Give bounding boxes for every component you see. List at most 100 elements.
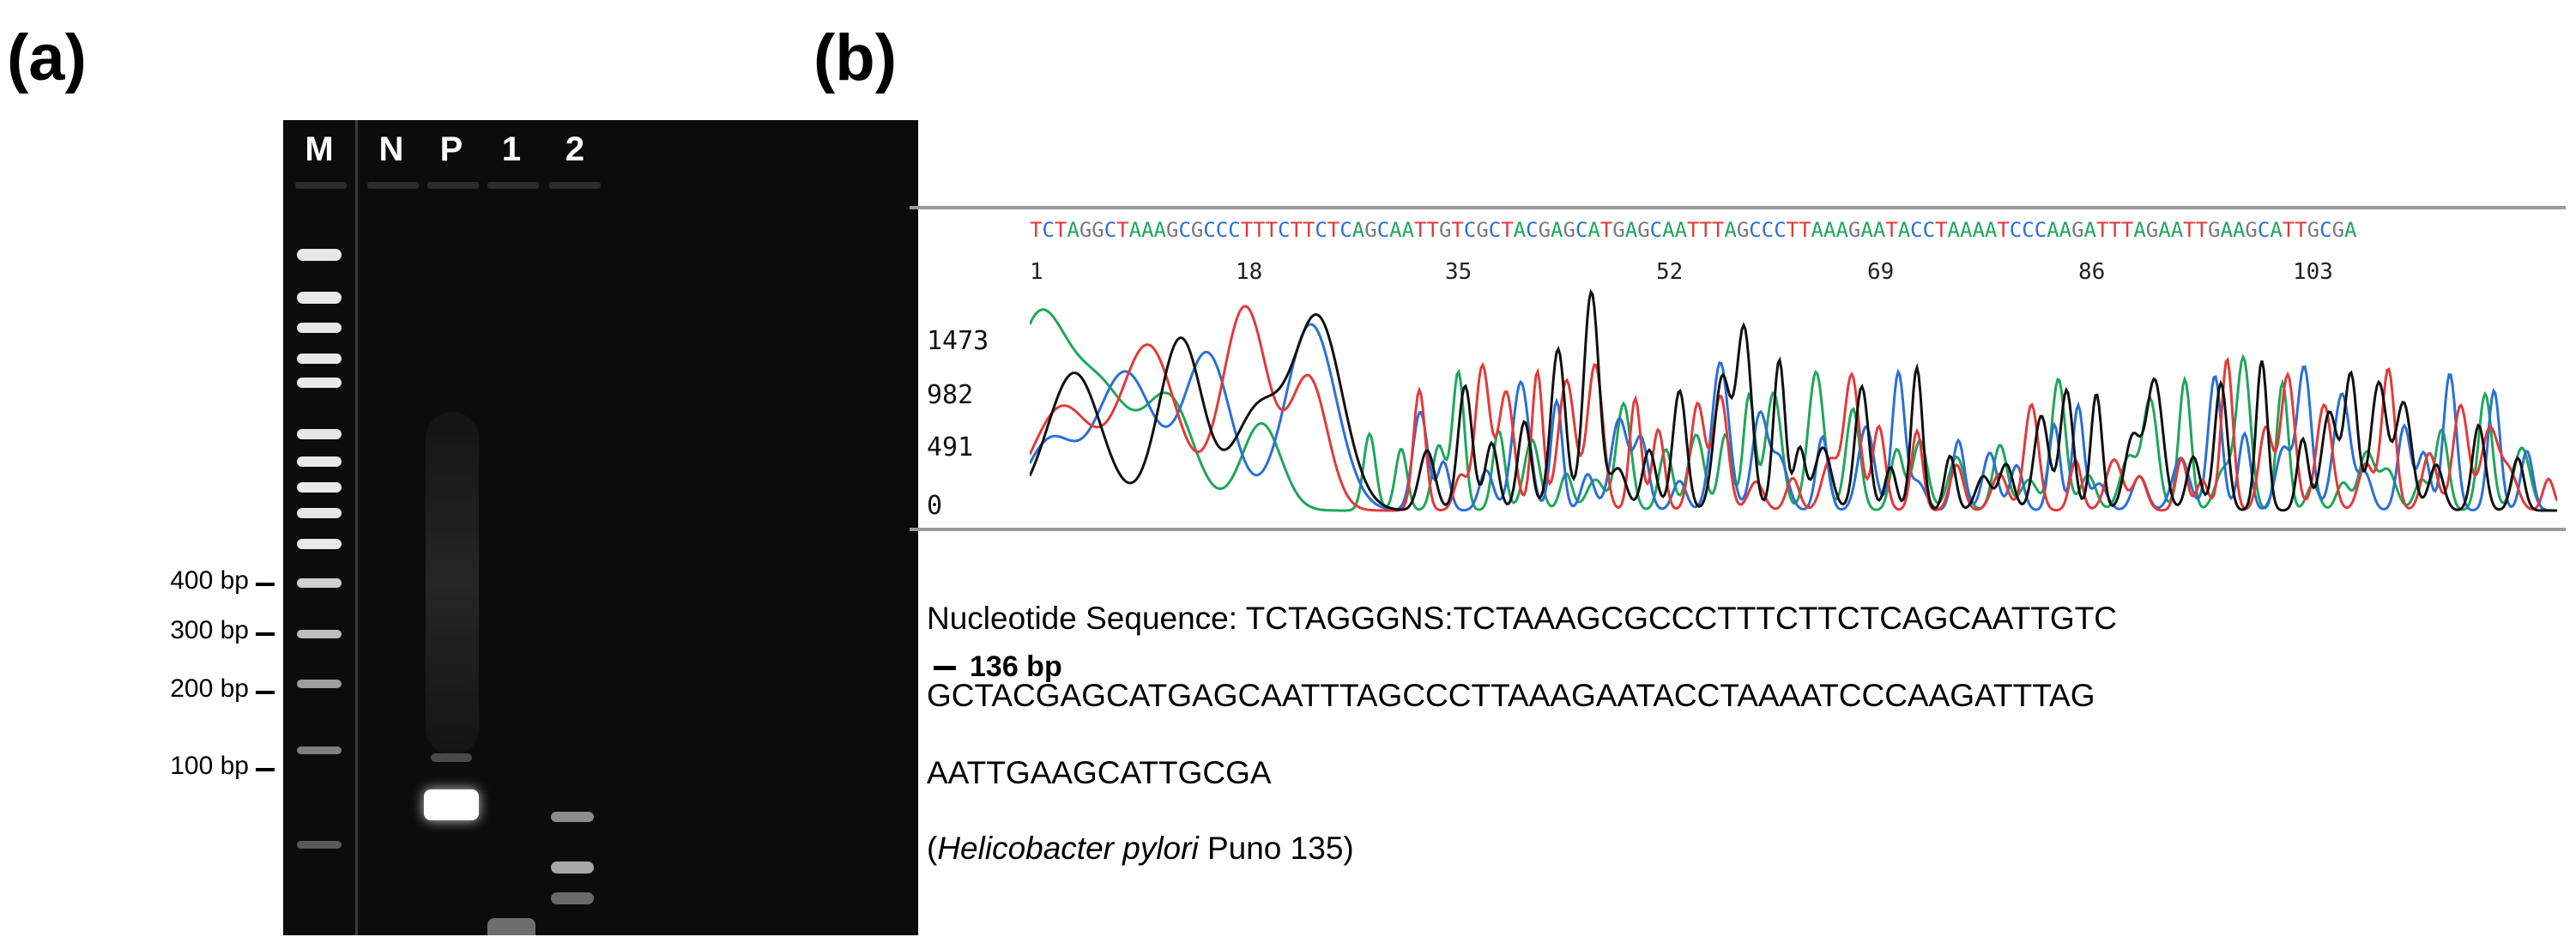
well-m	[295, 182, 347, 189]
base-call: A	[1067, 218, 1079, 242]
base-call: T	[1302, 218, 1315, 242]
base-call: T	[1253, 218, 1266, 242]
base-call: C	[1178, 218, 1191, 242]
base-call: A	[2047, 218, 2059, 242]
base-call: C	[1761, 218, 1775, 242]
base-call: G	[1538, 218, 1551, 242]
base-call: T	[2120, 218, 2134, 242]
position-35: 35	[1445, 259, 1472, 285]
base-call: T	[1687, 218, 1700, 242]
base-call: A	[1724, 218, 1737, 242]
gel-divider	[355, 120, 358, 935]
base-call: T	[1265, 218, 1279, 242]
base-call: C	[2009, 218, 2023, 242]
lane-p-smear	[426, 412, 479, 755]
y-tick-491: 491	[927, 432, 974, 462]
base-call: A	[2133, 218, 2146, 242]
well-p	[427, 182, 479, 189]
base-call: A	[1153, 218, 1166, 242]
base-call: T	[1240, 218, 1254, 242]
size-tick-100	[256, 768, 275, 771]
size-tick-300	[256, 632, 275, 636]
lane-2-band-lower	[551, 892, 594, 904]
base-call: T	[1599, 218, 1613, 242]
base-call: G	[2331, 218, 2345, 242]
base-call: T	[1997, 218, 2010, 242]
position-52: 52	[1656, 259, 1684, 285]
base-call: T	[1799, 218, 1811, 242]
product-size-label: 136 bp	[970, 650, 1062, 683]
well-1	[487, 182, 539, 189]
lane-p-product-band	[424, 789, 479, 820]
base-call: T	[1699, 218, 1712, 242]
sequence-line-2: GCTACGAGCATGAGCAATTTAGCCCTTAAAGAATACCTAA…	[927, 678, 2095, 713]
base-call: A	[1823, 218, 1836, 242]
base-call: A	[1984, 218, 1998, 242]
sequence-line-3: AATTGAAGCATTGCGA	[927, 755, 1272, 790]
base-call: A	[1141, 218, 1154, 242]
base-call: C	[1749, 218, 1762, 242]
base-call: C	[2022, 218, 2035, 242]
base-call: A	[1897, 218, 1911, 242]
position-69: 69	[1867, 259, 1895, 285]
lane-label-2: 2	[565, 130, 585, 168]
strain-caption: (Helicobacter pylori Puno 135)	[927, 831, 1354, 867]
base-call: C	[2319, 218, 2332, 242]
base-call: G	[1364, 218, 1377, 242]
base-call: G	[2208, 218, 2221, 242]
base-call: A	[2059, 218, 2072, 242]
panel-a-label: (a)	[7, 21, 87, 94]
base-call: T	[1451, 218, 1464, 242]
size-marker-100: 100 bp	[170, 752, 249, 780]
base-call: A	[1872, 218, 1886, 242]
base-call: C	[1488, 218, 1502, 242]
base-call: T	[1786, 218, 1799, 242]
base-call: C	[2257, 218, 2271, 242]
base-call: T	[1290, 218, 1303, 242]
base-call: G	[2071, 218, 2084, 242]
base-call: A	[2232, 218, 2246, 242]
base-call: T	[1885, 218, 1898, 242]
base-call: G	[1736, 218, 1750, 242]
size-tick-200	[256, 691, 275, 694]
base-call: T	[1711, 218, 1725, 242]
base-call: A	[1624, 218, 1638, 242]
y-tick-982: 982	[927, 380, 974, 410]
base-call: C	[1203, 218, 1216, 242]
base-call: C	[1042, 218, 1055, 242]
base-call: C	[1774, 218, 1787, 242]
chromatogram-bottom-rule	[910, 528, 2566, 531]
base-call: A	[1674, 218, 1688, 242]
base-call: A	[2170, 218, 2184, 242]
size-marker-200: 200 bp	[170, 674, 249, 703]
base-call: A	[1959, 218, 1973, 242]
lane-2-band-upper	[551, 812, 594, 822]
base-call: A	[1811, 218, 1823, 242]
base-call: C	[1228, 218, 1241, 242]
base-call: C	[1215, 218, 1229, 242]
base-call: A	[1662, 218, 1675, 242]
base-call: A	[2158, 218, 2171, 242]
product-size-tick	[934, 666, 956, 670]
base-call: A	[1128, 218, 1142, 242]
base-call: C	[1339, 218, 1352, 242]
sequence-line-1: Nucleotide Sequence: TCTAGGGNS:TCTAAAGCG…	[927, 601, 2118, 636]
base-call: A	[1835, 218, 1848, 242]
base-call: C	[1463, 218, 1477, 242]
position-18: 18	[1236, 259, 1263, 285]
base-call: G	[1476, 218, 1489, 242]
chromatogram-base-calls: TCTAGGCTAAAGCGCCCTTTCTTCTCAGCAATTGTCGCTA…	[1030, 218, 2356, 242]
base-call: A	[2270, 218, 2283, 242]
base-call: G	[1563, 218, 1575, 242]
base-call: G	[1091, 218, 1104, 242]
trace-A	[1030, 308, 2557, 512]
base-call: C	[1526, 218, 1539, 242]
trace-C	[1030, 323, 2557, 512]
base-call: G	[1165, 218, 1179, 242]
base-call: A	[1551, 218, 1563, 242]
base-call: A	[1947, 218, 1960, 242]
lane-label-p: P	[439, 130, 463, 168]
base-call: C	[1649, 218, 1663, 242]
agarose-gel-image: M N P 1 2	[283, 120, 918, 935]
base-call: C	[1315, 218, 1327, 242]
